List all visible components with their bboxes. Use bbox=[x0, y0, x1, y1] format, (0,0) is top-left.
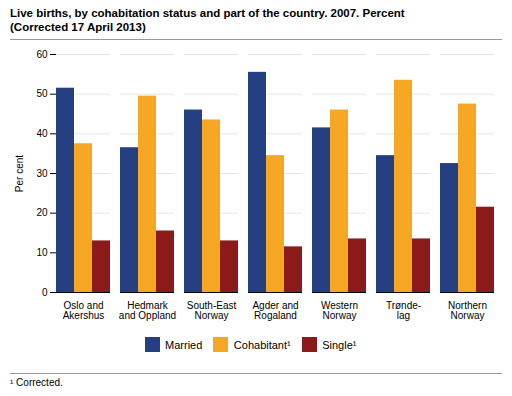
svg-text:60: 60 bbox=[36, 49, 48, 60]
svg-text:South-EastNorway: South-EastNorway bbox=[187, 300, 237, 321]
svg-text:30: 30 bbox=[36, 168, 48, 179]
svg-text:Oslo andAkershus: Oslo andAkershus bbox=[63, 300, 105, 321]
svg-text:Per cent: Per cent bbox=[14, 155, 25, 192]
svg-text:50: 50 bbox=[36, 88, 48, 99]
svg-text:40: 40 bbox=[36, 128, 48, 139]
svg-text:10: 10 bbox=[36, 247, 48, 258]
svg-text:0: 0 bbox=[42, 287, 48, 298]
html-text:¹ Corrected.: ¹ Corrected. bbox=[10, 376, 63, 388]
svg-text:Hedmarkand Oppland: Hedmarkand Oppland bbox=[119, 300, 176, 321]
svg-text:NorthernNorway: NorthernNorway bbox=[448, 300, 487, 321]
html-text:Married: Married bbox=[165, 338, 203, 351]
html-text:Cohabitant¹: Cohabitant¹ bbox=[233, 338, 291, 351]
html-text:Live births, by cohabitation s: Live births, by cohabitation status and … bbox=[10, 7, 405, 19]
html-text:(Corrected 17 April 2013): (Corrected 17 April 2013) bbox=[10, 21, 146, 33]
svg-text:WesternNorway: WesternNorway bbox=[321, 300, 358, 321]
svg-text:Trønde-lag: Trønde-lag bbox=[386, 300, 421, 321]
html-text:Single¹: Single¹ bbox=[322, 338, 357, 351]
svg-text:Agder andRogaland: Agder andRogaland bbox=[252, 300, 298, 321]
svg-text:20: 20 bbox=[36, 207, 48, 218]
